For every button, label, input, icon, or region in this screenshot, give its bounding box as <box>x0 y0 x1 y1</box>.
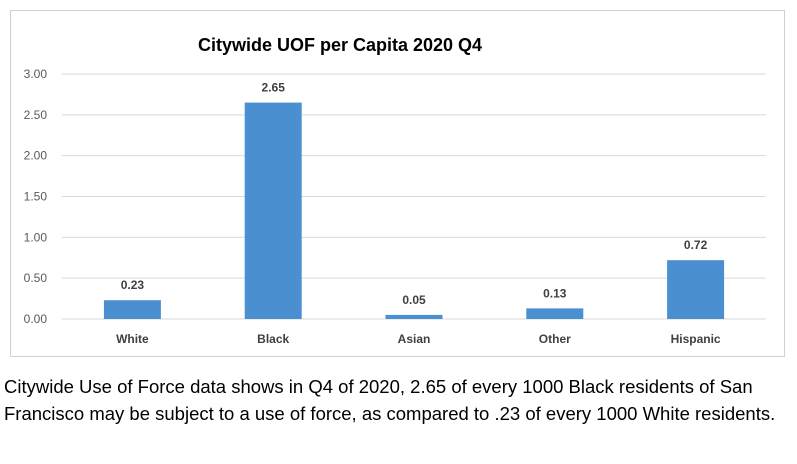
y-tick-label: 0.00 <box>24 312 48 326</box>
bar-white <box>103 300 161 319</box>
chart-title: Citywide UOF per Capita 2020 Q4 <box>198 35 482 55</box>
bar-hispanic <box>667 260 725 319</box>
y-tick-label: 2.50 <box>24 108 48 122</box>
y-tick-label: 3.00 <box>24 67 48 81</box>
data-label: 0.23 <box>121 278 145 292</box>
data-labels: 0.23 2.65 0.05 0.13 0.72 <box>121 81 708 307</box>
x-axis-ticks: White Black Asian Other Hispanic <box>116 332 721 346</box>
chart-frame <box>10 10 785 357</box>
x-tick-label: White <box>116 332 149 346</box>
y-tick-label: 0.50 <box>24 271 48 285</box>
x-tick-label: Hispanic <box>671 332 721 346</box>
data-label: 0.05 <box>402 293 426 307</box>
bars <box>103 102 725 319</box>
gridlines <box>62 73 766 320</box>
data-label: 2.65 <box>262 81 286 95</box>
bar-asian <box>385 314 443 319</box>
x-tick-label: Black <box>257 332 289 346</box>
y-axis-ticks: 0.00 0.50 1.00 1.50 2.00 2.50 3.00 <box>24 67 48 326</box>
y-tick-label: 2.00 <box>24 149 48 163</box>
bar-black <box>244 102 302 319</box>
data-label: 0.13 <box>543 286 567 300</box>
bar-chart: Citywide UOF per Capita 2020 Q4 0.00 0.50… <box>24 35 766 346</box>
data-label: 0.72 <box>684 238 708 252</box>
bar-other <box>526 308 584 319</box>
y-tick-label: 1.50 <box>24 190 48 204</box>
y-tick-label: 1.00 <box>24 230 48 244</box>
x-tick-label: Asian <box>398 332 431 346</box>
x-tick-label: Other <box>539 332 571 346</box>
chart-caption: Citywide Use of Force data shows in Q4 o… <box>4 376 776 424</box>
